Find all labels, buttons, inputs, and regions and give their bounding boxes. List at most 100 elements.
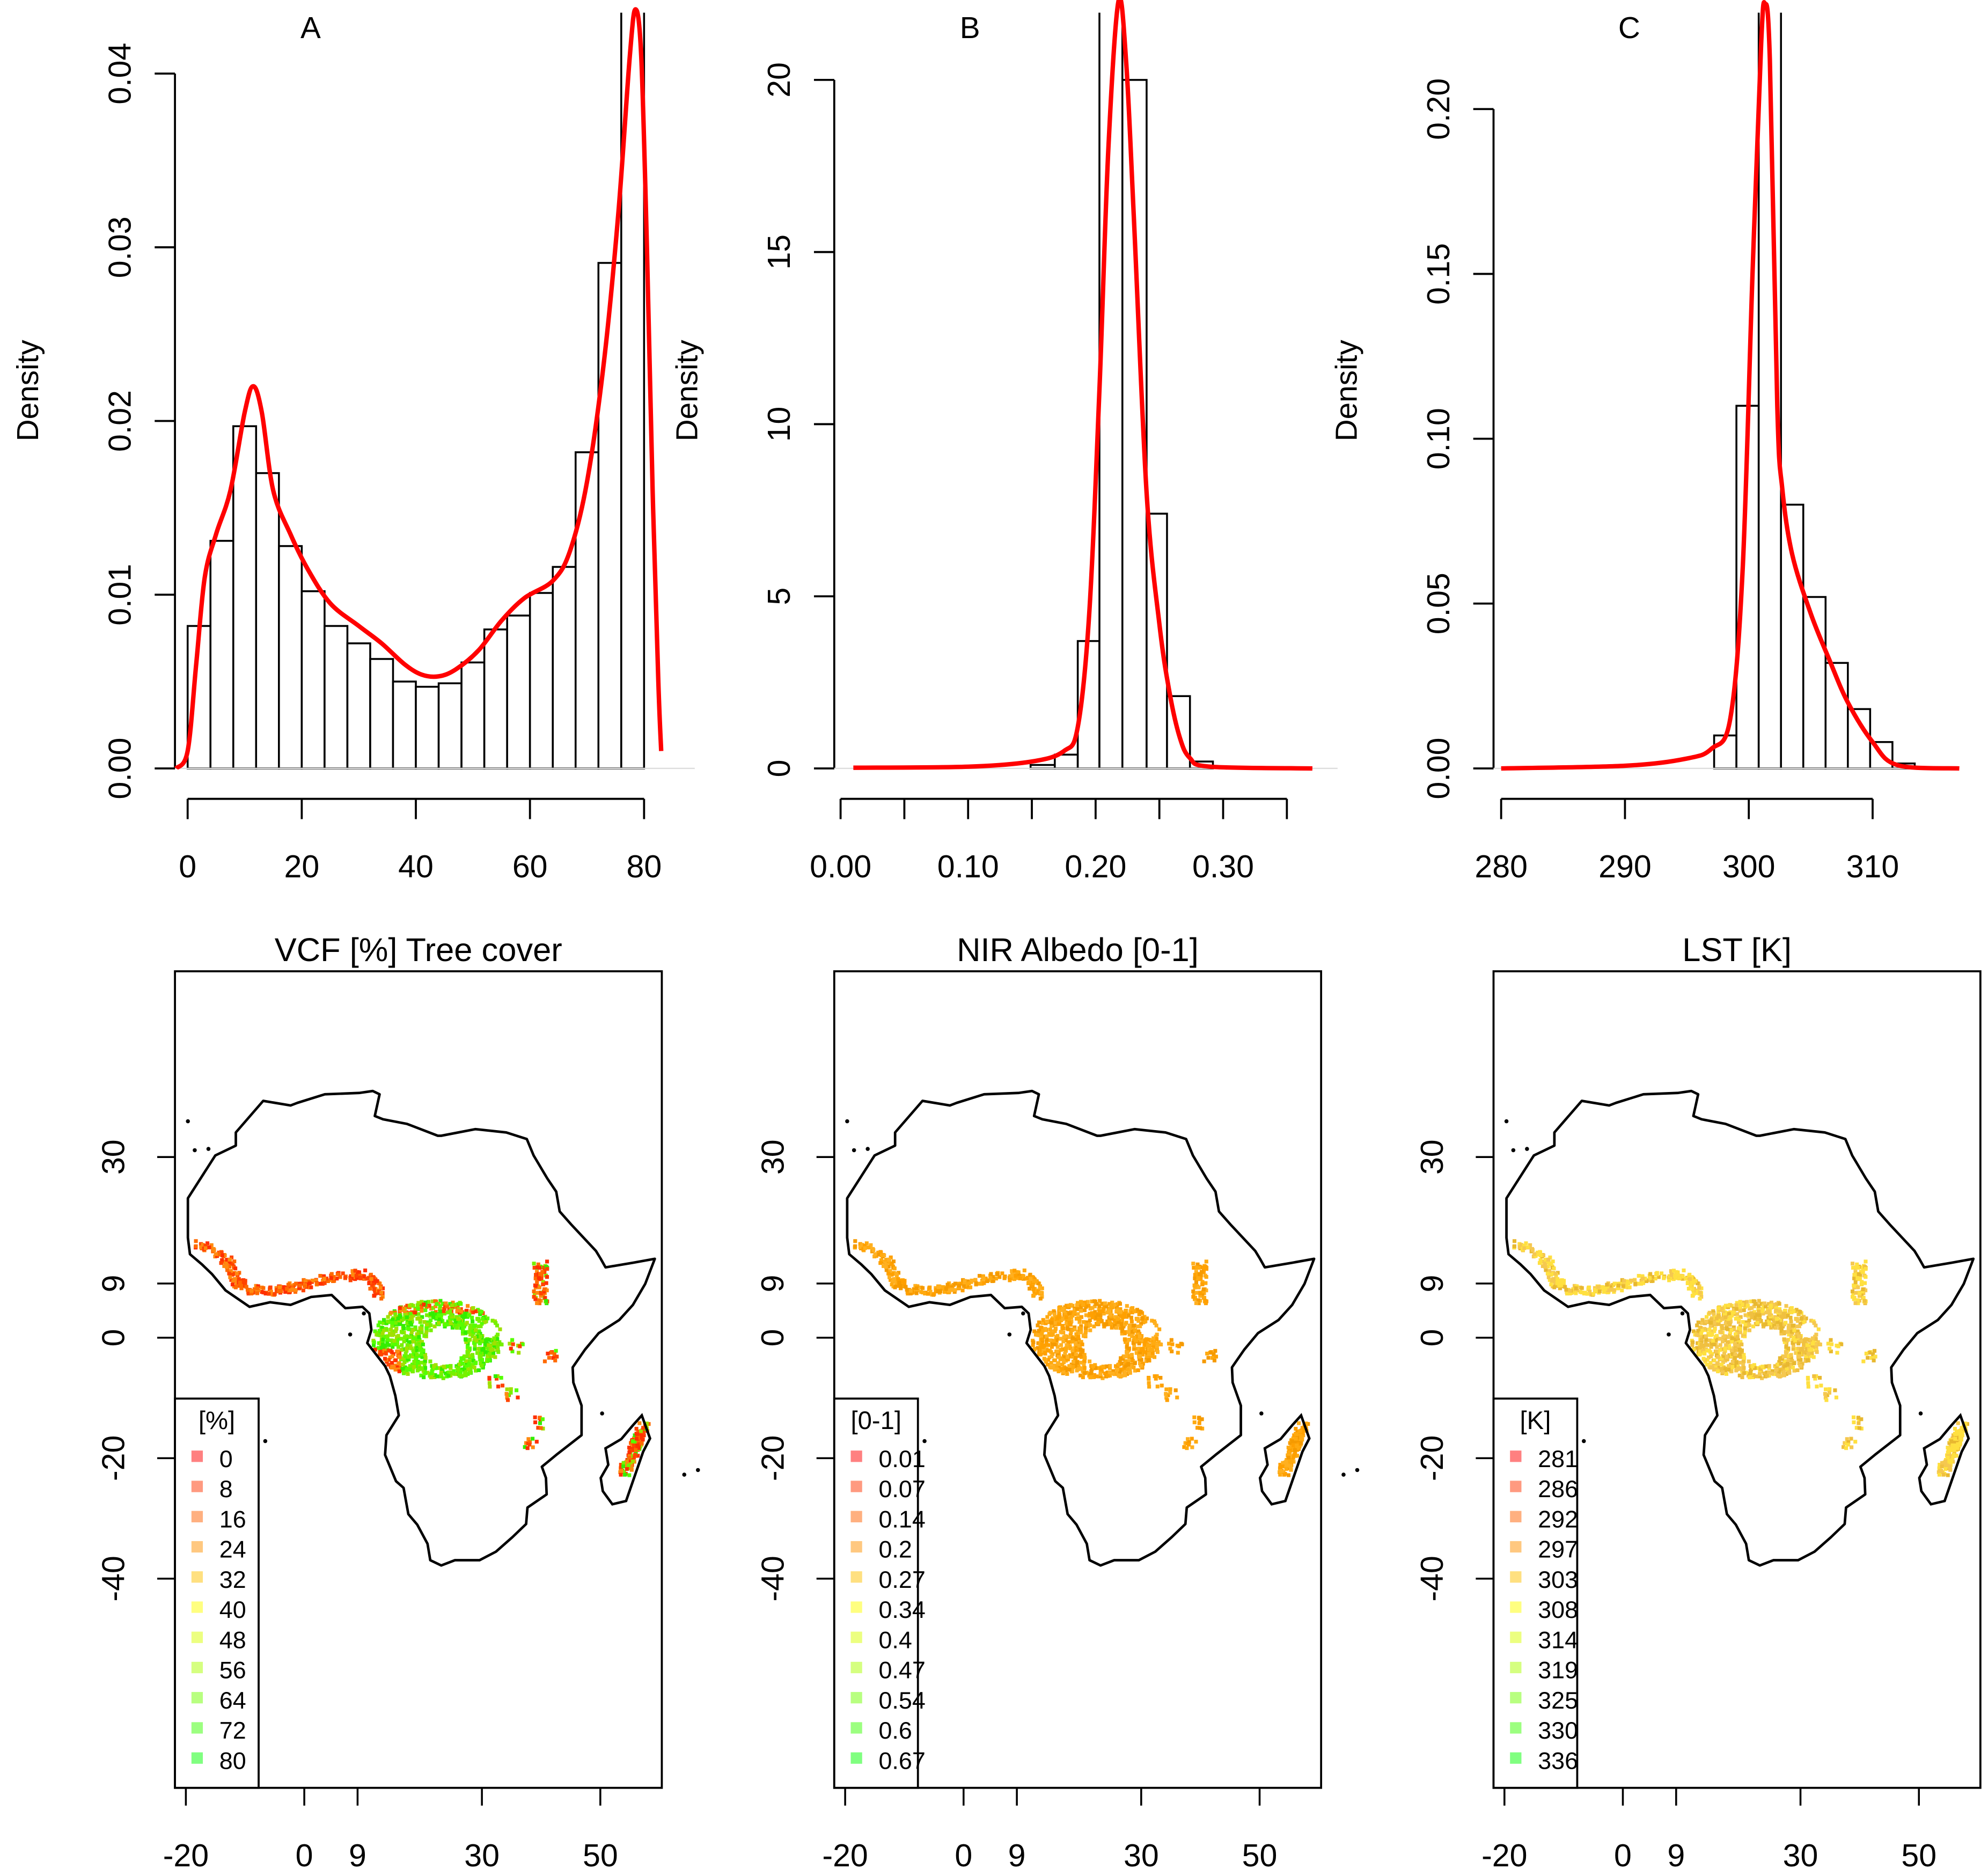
map-pixel [468,1370,472,1374]
map-pixel [1826,1342,1830,1346]
map-pixel [460,1361,465,1366]
map-pixel [1941,1472,1946,1477]
legend-swatch [191,1541,203,1553]
map-pixel [1753,1366,1757,1370]
map-pixel [1864,1275,1868,1279]
map-pixel [322,1281,327,1285]
map-pixel [1856,1301,1860,1306]
map-pixel [492,1336,496,1340]
map-pixel [405,1338,409,1343]
map-pixel [1756,1307,1760,1311]
map-pixel [1937,1472,1942,1477]
map-pixel [1154,1376,1158,1381]
map-pixel [551,1356,555,1360]
map-pixel [1170,1342,1175,1346]
map-pixel [1192,1415,1197,1419]
map-pixel [1195,1426,1200,1430]
map-pixel [376,1323,380,1328]
map-pixel [1697,1333,1701,1337]
map-pixel [1130,1330,1135,1334]
map-pixel [1059,1343,1063,1347]
map-pixel [1056,1361,1061,1365]
map-pixel [947,1288,951,1293]
map-pixel [255,1286,260,1291]
map-pixel [459,1307,463,1311]
map-pixel [1723,1321,1728,1325]
map-pixel [1549,1283,1553,1287]
map-pixel [472,1365,476,1369]
map-pixel [1787,1354,1791,1358]
map-pixel [1281,1470,1285,1474]
map-pixel [1280,1464,1285,1469]
map-pixel [1057,1306,1061,1310]
map-pixel [429,1312,433,1316]
map-pixel [1636,1281,1640,1286]
map-pixel [1092,1373,1097,1377]
map-pixel [431,1306,435,1310]
y-tick-label: 0.05 [1421,573,1456,634]
map-pixel [398,1322,402,1326]
map-pixel [1708,1361,1713,1365]
map-pixel [1199,1276,1203,1280]
map-pixel [373,1329,377,1333]
map-panels: VCF [%] Tree cover-20 0 9 30 503090-20-40[%]… [96,932,1982,1873]
map-pixel [1102,1311,1106,1316]
histogram-bar [529,592,554,770]
map-pixel [423,1353,428,1357]
map-pixel [1743,1322,1748,1327]
map-pixel [194,1244,198,1248]
map-pixel [415,1332,419,1336]
map-pixel [1965,1422,1969,1426]
map-pixel [397,1361,401,1365]
map-pixel [1691,1293,1695,1298]
map-pixel [1127,1346,1131,1351]
map-pixel [1061,1327,1066,1331]
map-pixel [1547,1269,1552,1273]
map-pixel [1776,1374,1780,1378]
map-pixel [463,1311,467,1316]
map-pixel [876,1252,880,1257]
y-tick-label: 20 [761,62,797,98]
legend-label: 32 [219,1566,246,1593]
map-pixel [1108,1321,1112,1325]
map-pixel [1819,1383,1823,1388]
map-pixel [1044,1360,1048,1364]
map-pixel [1049,1350,1053,1354]
map-pixel [1681,1277,1685,1281]
map-pixel [637,1421,642,1425]
y-tick-label: 0.03 [102,216,137,278]
map-pixel [1052,1339,1056,1343]
map-pixel [1740,1302,1744,1307]
map-pixel [263,1292,268,1296]
map-pixel [1782,1359,1787,1363]
map-pixel [540,1417,545,1421]
map-pixel [432,1324,437,1329]
map-pixel [1873,1354,1877,1359]
map-pixel [1950,1443,1955,1448]
map-pixel [223,1253,227,1257]
map-pixel [1712,1321,1716,1325]
map-pixel [1291,1443,1295,1448]
map-pixel [1725,1324,1729,1329]
map-pixel [380,1342,385,1346]
map-pixel [1200,1283,1205,1287]
y-tick-label: 30 [755,1139,790,1175]
map-pixel [1030,1275,1035,1279]
x-tick-label: 50 [1242,1838,1278,1873]
map-pixel [368,1286,372,1291]
map-pixel [1804,1316,1808,1321]
map-pixel [853,1239,857,1243]
map-pixel [417,1362,421,1367]
map-pixel [532,1295,536,1299]
map-pixel [487,1376,492,1381]
map-pixel [1797,1335,1801,1339]
map-pixel [1770,1372,1774,1376]
map-pixel [1045,1315,1050,1319]
map-pixel [290,1285,294,1289]
map-pixel [377,1329,382,1333]
map-pixel [1779,1325,1784,1329]
map-pixel [1777,1302,1781,1306]
map-pixel [1738,1305,1742,1309]
map-pixel [1784,1345,1788,1349]
map-pixel [941,1285,945,1289]
